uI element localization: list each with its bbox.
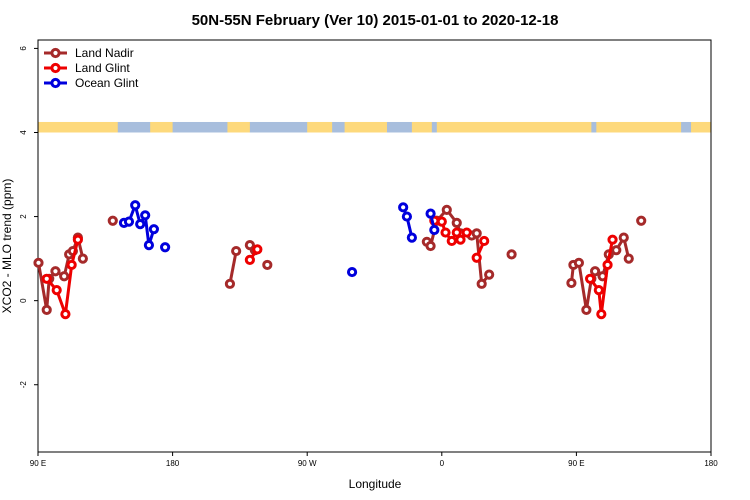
data-point (451, 217, 462, 228)
data-point (607, 234, 618, 245)
data-point (611, 245, 622, 256)
data-point (479, 235, 490, 247)
legend-marker (50, 62, 61, 74)
legend-marker (50, 47, 61, 59)
chart-title: 50N-55N February (Ver 10) 2015-01-01 to … (192, 12, 559, 29)
data-point (77, 253, 88, 264)
data-point (589, 266, 601, 277)
land-band-segment (150, 121, 173, 133)
data-point (401, 211, 413, 222)
data-point (123, 216, 135, 227)
x-tick-label: 180 (166, 459, 180, 468)
legend-marker (50, 77, 61, 89)
data-point (471, 252, 482, 263)
data-point (41, 273, 52, 284)
series-line (228, 250, 238, 285)
y-tick-label: 6 (19, 46, 28, 51)
land-band-segment (596, 121, 682, 133)
data-point (346, 266, 358, 278)
data-point (140, 210, 151, 221)
series-layer (33, 200, 647, 320)
y-tick-label: -2 (19, 381, 28, 389)
legend-label: Land Glint (75, 61, 130, 75)
data-point (51, 285, 62, 296)
data-point (506, 249, 517, 260)
x-axis: 90 E 180 90 W 0 90 E 180 (30, 452, 718, 468)
y-tick-label: 0 (19, 298, 28, 303)
data-point (262, 259, 273, 271)
data-point (398, 202, 409, 213)
data-point (224, 278, 236, 289)
data-point (436, 216, 447, 227)
data-point (107, 215, 118, 226)
data-point (33, 257, 44, 268)
data-point (585, 273, 596, 284)
data-point (60, 309, 71, 320)
data-point (135, 219, 146, 230)
data-point (441, 204, 452, 215)
land-band-segment (307, 121, 333, 133)
data-point (72, 234, 83, 245)
data-point (484, 269, 495, 280)
y-tick-label: 4 (19, 130, 28, 135)
data-point (160, 242, 171, 253)
data-point (231, 245, 242, 257)
data-point (451, 227, 462, 238)
data-point (440, 227, 451, 238)
data-point (566, 277, 577, 289)
x-tick-label: 90 E (568, 459, 584, 468)
legend-label: Ocean Glint (75, 76, 139, 90)
data-point (602, 259, 613, 271)
data-point (148, 224, 160, 235)
data-point (406, 232, 417, 243)
land-band-segment (436, 121, 592, 133)
data-point (130, 200, 141, 211)
data-point (446, 235, 457, 247)
x-tick-label: 180 (704, 459, 718, 468)
data-point (573, 257, 584, 268)
y-axis: -2 0 2 4 6 (19, 46, 38, 389)
x-axis-label: Longitude (349, 477, 402, 491)
data-point (429, 224, 440, 236)
data-point (425, 208, 436, 219)
data-point (143, 240, 155, 251)
data-point (618, 232, 629, 243)
data-point (593, 285, 604, 296)
plot-frame (37, 39, 712, 453)
data-point (66, 259, 77, 271)
legend-label: Land Nadir (75, 46, 134, 60)
series-land-glint (41, 215, 618, 320)
land-band-segment (691, 121, 711, 133)
land-mask-band (38, 121, 711, 133)
data-point (581, 304, 592, 316)
data-point (425, 240, 436, 252)
land-band-segment (411, 121, 432, 133)
y-tick-label: 2 (19, 214, 28, 219)
data-point (623, 253, 634, 264)
data-point (244, 254, 255, 265)
data-point (455, 234, 466, 245)
y-axis-label: XCO2 - MLO trend (ppm) (0, 179, 14, 314)
land-band-segment (344, 121, 387, 133)
data-point (596, 309, 607, 320)
x-tick-label: 90 E (30, 459, 46, 468)
x-tick-label: 90 W (298, 459, 317, 468)
data-point (476, 278, 487, 289)
data-point (59, 271, 70, 282)
series-ocean-glint (118, 200, 440, 278)
data-point (252, 244, 263, 255)
data-point (471, 228, 482, 239)
data-point (41, 304, 52, 316)
data-point (50, 266, 61, 277)
x-tick-label: 0 (440, 459, 445, 468)
data-point (461, 227, 472, 238)
land-band-segment (227, 121, 250, 133)
land-band-segment (38, 121, 118, 133)
data-point (636, 215, 647, 226)
